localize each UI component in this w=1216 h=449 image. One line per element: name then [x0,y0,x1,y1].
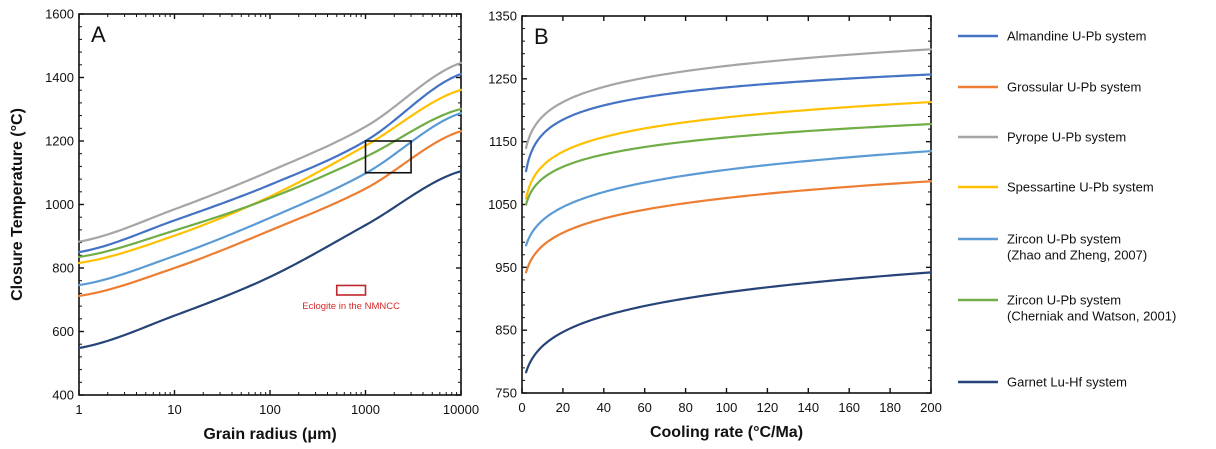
annotation-box [364,140,412,174]
panel-label: B [534,24,549,49]
series-line-zircon_zz [77,111,463,287]
y-tick-label: 1150 [489,134,517,149]
series-line-garnet_luhf [524,271,933,374]
panel-a: 400 600 800 1000 1200 1400 1600 1 10 100 1000 10000… [9,7,479,444]
y-tick-label: 1200 [45,134,74,149]
series-line-almandine [77,72,463,254]
y-tick-label: 800 [52,261,74,276]
x-axis-title: Grain radius (μm) [203,426,336,443]
x-tick-label: 180 [879,400,901,415]
legend-label: Grossular U-Pb system [1007,80,1141,95]
y-tick-label: 750 [495,386,517,401]
series-line-pyrope [524,48,933,150]
x-tick-label: 100 [259,402,281,417]
x-tick-label: 80 [678,400,692,415]
x-tick-label: 120 [757,400,779,415]
legend-item-garnet_luhf: Garnet Lu-Hf system [958,375,1127,390]
annotation-box-eclogite [335,284,367,296]
legend-item-zircon_cw: Zircon U-Pb system(Cherniak and Watson, … [958,293,1176,324]
y-tick-label: 400 [52,388,74,403]
x-tick-label: 200 [920,400,942,415]
legend-item-almandine: Almandine U-Pb system [958,29,1146,44]
y-tick-label: 1600 [45,7,74,22]
series-line-zircon_zz [524,149,933,247]
legend-label: Spessartine U-Pb system [1007,180,1154,195]
legend-item-spessartine: Spessartine U-Pb system [958,180,1154,195]
legend-label: Pyrope U-Pb system [1007,130,1126,145]
series-line-spessartine [77,88,463,265]
x-tick-label: 1000 [351,402,380,417]
series-line-zircon_cw [524,122,933,206]
legend-label: Zircon U-Pb system [1007,232,1121,247]
x-tick-label: 160 [838,400,860,415]
series-line-pyrope [77,61,463,243]
legend-label: Almandine U-Pb system [1007,29,1146,44]
plot-frame [521,15,932,394]
legend-label: (Cherniak and Watson, 2001) [1007,309,1176,324]
series-line-spessartine [524,100,933,200]
x-tick-label: 10 [167,402,181,417]
x-tick-label: 40 [597,400,611,415]
legend-label: Garnet Lu-Hf system [1007,375,1127,390]
y-tick-label: 1050 [488,197,517,212]
y-axis-title: Closure Temperature (°C) [9,108,26,301]
annotation-label: Eclogite in the NMNCC [302,301,400,312]
y-tick-label: 950 [495,260,517,275]
x-tick-label: 0 [518,400,525,415]
x-tick-label: 20 [556,400,570,415]
x-tick-label: 140 [797,400,819,415]
y-tick-label: 1000 [45,197,74,212]
legend-item-zircon_zz: Zircon U-Pb system(Zhao and Zheng, 2007) [958,232,1147,263]
plot-frame [78,13,462,396]
series-line-grossular [524,180,933,274]
x-axis-title: Cooling rate (°C/Ma) [650,424,803,441]
y-tick-label: 600 [52,324,74,339]
x-tick-label: 100 [716,400,738,415]
panel-b: 750 850 950 1050 1150 1250 1350 0 20 40 60 80 100 120… [488,9,942,442]
legend-item-grossular: Grossular U-Pb system [958,80,1141,95]
legend: Almandine U-Pb system Grossular U-Pb syst… [958,29,1176,390]
series-line-garnet_luhf [77,170,463,350]
y-tick-label: 850 [495,323,517,338]
y-tick-label: 1350 [488,9,517,24]
series-line-almandine [524,73,933,173]
x-tick-label: 10000 [443,402,479,417]
series-line-grossular [77,130,463,298]
y-tick-label: 1400 [45,70,74,85]
series-line-zircon_cw [77,107,463,258]
legend-label: (Zhao and Zheng, 2007) [1007,248,1147,263]
legend-item-pyrope: Pyrope U-Pb system [958,130,1126,145]
panel-label: A [91,22,106,47]
legend-label: Zircon U-Pb system [1007,293,1121,308]
x-tick-label: 60 [637,400,651,415]
y-tick-label: 1250 [488,71,517,86]
x-tick-label: 1 [75,402,82,417]
